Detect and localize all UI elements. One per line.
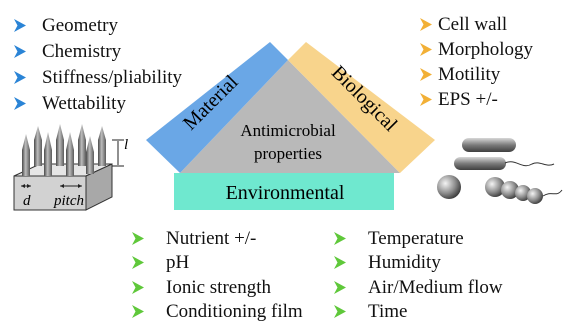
- environmental-factor: pH: [132, 251, 303, 276]
- arrow-bullet-icon: [132, 232, 144, 245]
- environmental-factor-label: Temperature: [368, 229, 464, 248]
- environmental-factor-label: Nutrient +/-: [166, 229, 256, 248]
- arrow-bullet-icon: [132, 281, 144, 294]
- environmental-factor-list-left: Nutrient +/- pH Ionic strength Condition…: [132, 226, 303, 324]
- environmental-label: Environmental: [226, 182, 345, 204]
- arrow-bullet-icon: [14, 19, 26, 32]
- material-label: Material: [179, 71, 243, 135]
- biological-factor-label: EPS +/-: [438, 90, 498, 109]
- biological-factor-list: Cell wall Morphology Motility EPS +/-: [420, 12, 533, 112]
- material-factor-label: Stiffness/pliability: [42, 68, 182, 87]
- arrow-bullet-icon: [334, 232, 346, 245]
- material-factor-list: Geometry Chemistry Stiffness/pliability …: [14, 12, 182, 116]
- environmental-factor-list-right: Temperature Humidity Air/Medium flow Tim…: [334, 226, 503, 324]
- environmental-factor: Nutrient +/-: [132, 226, 303, 251]
- material-factor-label: Chemistry: [42, 42, 121, 61]
- arrow-bullet-icon: [14, 97, 26, 110]
- arrow-bullet-icon: [420, 18, 432, 31]
- material-factor: Stiffness/pliability: [14, 64, 182, 90]
- biological-factor-label: Morphology: [438, 40, 533, 59]
- arrow-bullet-icon: [420, 68, 432, 81]
- environmental-factor: Temperature: [334, 226, 503, 251]
- height-label: l: [124, 137, 128, 153]
- environmental-factor-label: Ionic strength: [166, 278, 271, 297]
- material-factor-label: Wettability: [42, 94, 126, 113]
- arrow-bullet-icon: [334, 305, 346, 318]
- biological-factor-label: Cell wall: [438, 15, 507, 34]
- d-label: d: [23, 193, 31, 209]
- center-label-line1: Antimicrobial: [240, 121, 336, 140]
- environmental-factor-label: pH: [166, 253, 189, 272]
- nanopillar-surface-illustration: l d pitch: [14, 124, 128, 210]
- arrow-bullet-icon: [14, 45, 26, 58]
- arrow-bullet-icon: [132, 256, 144, 269]
- arrow-bullet-icon: [334, 281, 346, 294]
- environmental-factor: Conditioning film: [132, 300, 303, 324]
- biological-factor-label: Motility: [438, 65, 500, 84]
- environmental-band: [174, 173, 394, 210]
- pitch-label: pitch: [53, 193, 84, 209]
- environmental-factor-label: Humidity: [368, 253, 441, 272]
- environmental-factor-label: Conditioning film: [166, 302, 303, 321]
- biological-factor: Morphology: [420, 37, 533, 62]
- arrow-bullet-icon: [14, 71, 26, 84]
- biological-factor: Cell wall: [420, 12, 533, 37]
- biological-band: [288, 42, 435, 173]
- biological-factor: Motility: [420, 62, 533, 87]
- environmental-factor: Ionic strength: [132, 275, 303, 300]
- environmental-factor-label: Time: [368, 302, 407, 321]
- material-factor: Wettability: [14, 90, 182, 116]
- arrow-bullet-icon: [334, 256, 346, 269]
- environmental-factor: Air/Medium flow: [334, 275, 503, 300]
- biological-label: Biological: [327, 62, 402, 137]
- biological-factor: EPS +/-: [420, 87, 533, 112]
- center-label-line2: properties: [254, 144, 322, 163]
- bacteria-illustration: [437, 138, 562, 204]
- material-factor: Chemistry: [14, 38, 182, 64]
- environmental-factor: Time: [334, 300, 503, 324]
- arrow-bullet-icon: [420, 43, 432, 56]
- environmental-factor-label: Air/Medium flow: [368, 278, 503, 297]
- arrow-bullet-icon: [420, 93, 432, 106]
- material-factor: Geometry: [14, 12, 182, 38]
- arrow-bullet-icon: [132, 305, 144, 318]
- center-triangle: [180, 60, 400, 173]
- material-factor-label: Geometry: [42, 16, 118, 35]
- environmental-factor: Humidity: [334, 251, 503, 276]
